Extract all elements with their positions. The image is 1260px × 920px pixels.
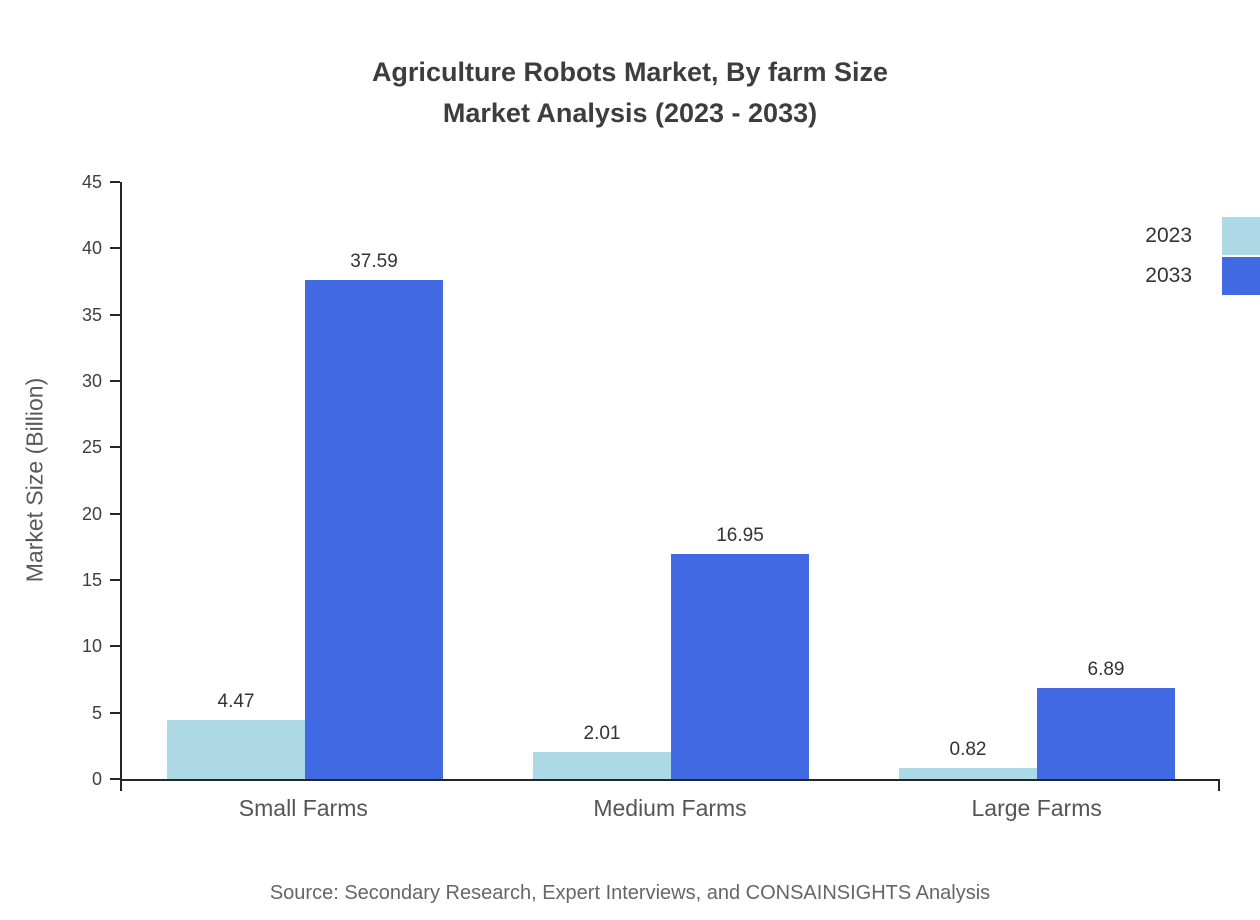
bar-2033-large-farms (1037, 687, 1175, 779)
bar-wrap-2033-medium-farms: 16.95 (671, 182, 809, 779)
bar-2033-medium-farms (671, 554, 809, 779)
bar-value-2033-medium-farms: 16.95 (716, 525, 764, 547)
y-tick-label: 40 (81, 238, 102, 259)
chart-title-line2: Market Analysis (2023 - 2033) (442, 98, 818, 128)
chart-area: 0 5 10 15 20 25 30 35 40 45 4.47 37.59 2.01 16.95 0.8… (82, 172, 1220, 791)
y-tick-mark (110, 778, 120, 780)
bar-2033-small-farms (305, 280, 443, 779)
y-tick-mark (110, 313, 120, 316)
bar-group-large-farms: 0.82 6.89 (854, 182, 1220, 779)
y-tick-mark (110, 380, 120, 382)
y-tick-mark (110, 512, 120, 515)
y-tick-label: 35 (81, 304, 102, 325)
y-tick-label: 25 (81, 437, 102, 458)
y-tick-label: 30 (81, 371, 102, 391)
bar-value-2023-large-farms: 0.82 (949, 739, 987, 761)
bar-value-2023-small-farms: 4.47 (217, 690, 255, 712)
x-axis-label-small-farms: Small Farms (238, 795, 368, 821)
legend-label-2033: 2033 (1145, 264, 1192, 287)
legend-item-2033: 2033 (1145, 256, 1260, 296)
y-tick-mark (110, 181, 120, 183)
bar-2023-medium-farms (533, 752, 671, 779)
y-tick-mark (110, 446, 120, 449)
legend-swatch-2023 (1222, 217, 1260, 255)
bar-value-2023-medium-farms: 2.01 (583, 723, 621, 745)
bar-2023-small-farms (167, 719, 305, 779)
bar-value-2033-large-farms: 6.89 (1087, 658, 1125, 680)
y-tick-label: 15 (81, 570, 102, 590)
y-tick-label: 10 (81, 636, 102, 657)
legend: 2023 2033 (1145, 216, 1260, 296)
x-axis-labels: Small Farms Medium Farms Large Farms (120, 795, 1220, 822)
bar-wrap-2033-small-farms: 37.59 (305, 182, 443, 779)
y-tick-mark (110, 247, 120, 250)
legend-label-2023: 2023 (1145, 224, 1192, 247)
y-tick-mark (110, 711, 120, 714)
x-axis-label-large-farms: Large Farms (971, 795, 1102, 821)
y-tick-label: 45 (81, 172, 102, 192)
plot-area: 0 5 10 15 20 25 30 35 40 45 4.47 37.59 2.01 16.95 0.8… (82, 172, 1220, 791)
y-tick-label: 5 (91, 702, 102, 723)
legend-swatch-2033 (1222, 257, 1260, 295)
y-tick-mark (110, 645, 120, 648)
bar-group-medium-farms: 2.01 16.95 (488, 182, 854, 779)
bar-wrap-2023-large-farms: 0.82 (899, 182, 1037, 779)
source-note: Source: Secondary Research, Expert Inter… (269, 882, 991, 904)
chart-title: Agriculture Robots Market, By farm Size … (0, 52, 1260, 134)
bar-wrap-2033-large-farms: 6.89 (1037, 182, 1175, 779)
bar-group-small-farms: 4.47 37.59 (122, 182, 488, 779)
bar-groups: 4.47 37.59 2.01 16.95 0.82 6.89 (122, 182, 1220, 779)
y-tick-label: 0 (91, 769, 102, 789)
bar-2023-large-farms (899, 768, 1037, 779)
chart-title-line1: Agriculture Robots Market, By farm Size (371, 57, 889, 87)
bar-wrap-2023-medium-farms: 2.01 (533, 182, 671, 779)
bar-value-2033-small-farms: 37.59 (350, 251, 398, 273)
y-tick-label: 20 (81, 503, 102, 524)
x-axis-label-medium-farms: Medium Farms (593, 795, 747, 821)
legend-item-2023: 2023 (1145, 216, 1260, 256)
y-axis-title: Market Size (Billion) (21, 377, 48, 583)
y-tick-mark (110, 579, 120, 581)
bar-wrap-2023-small-farms: 4.47 (167, 182, 305, 779)
